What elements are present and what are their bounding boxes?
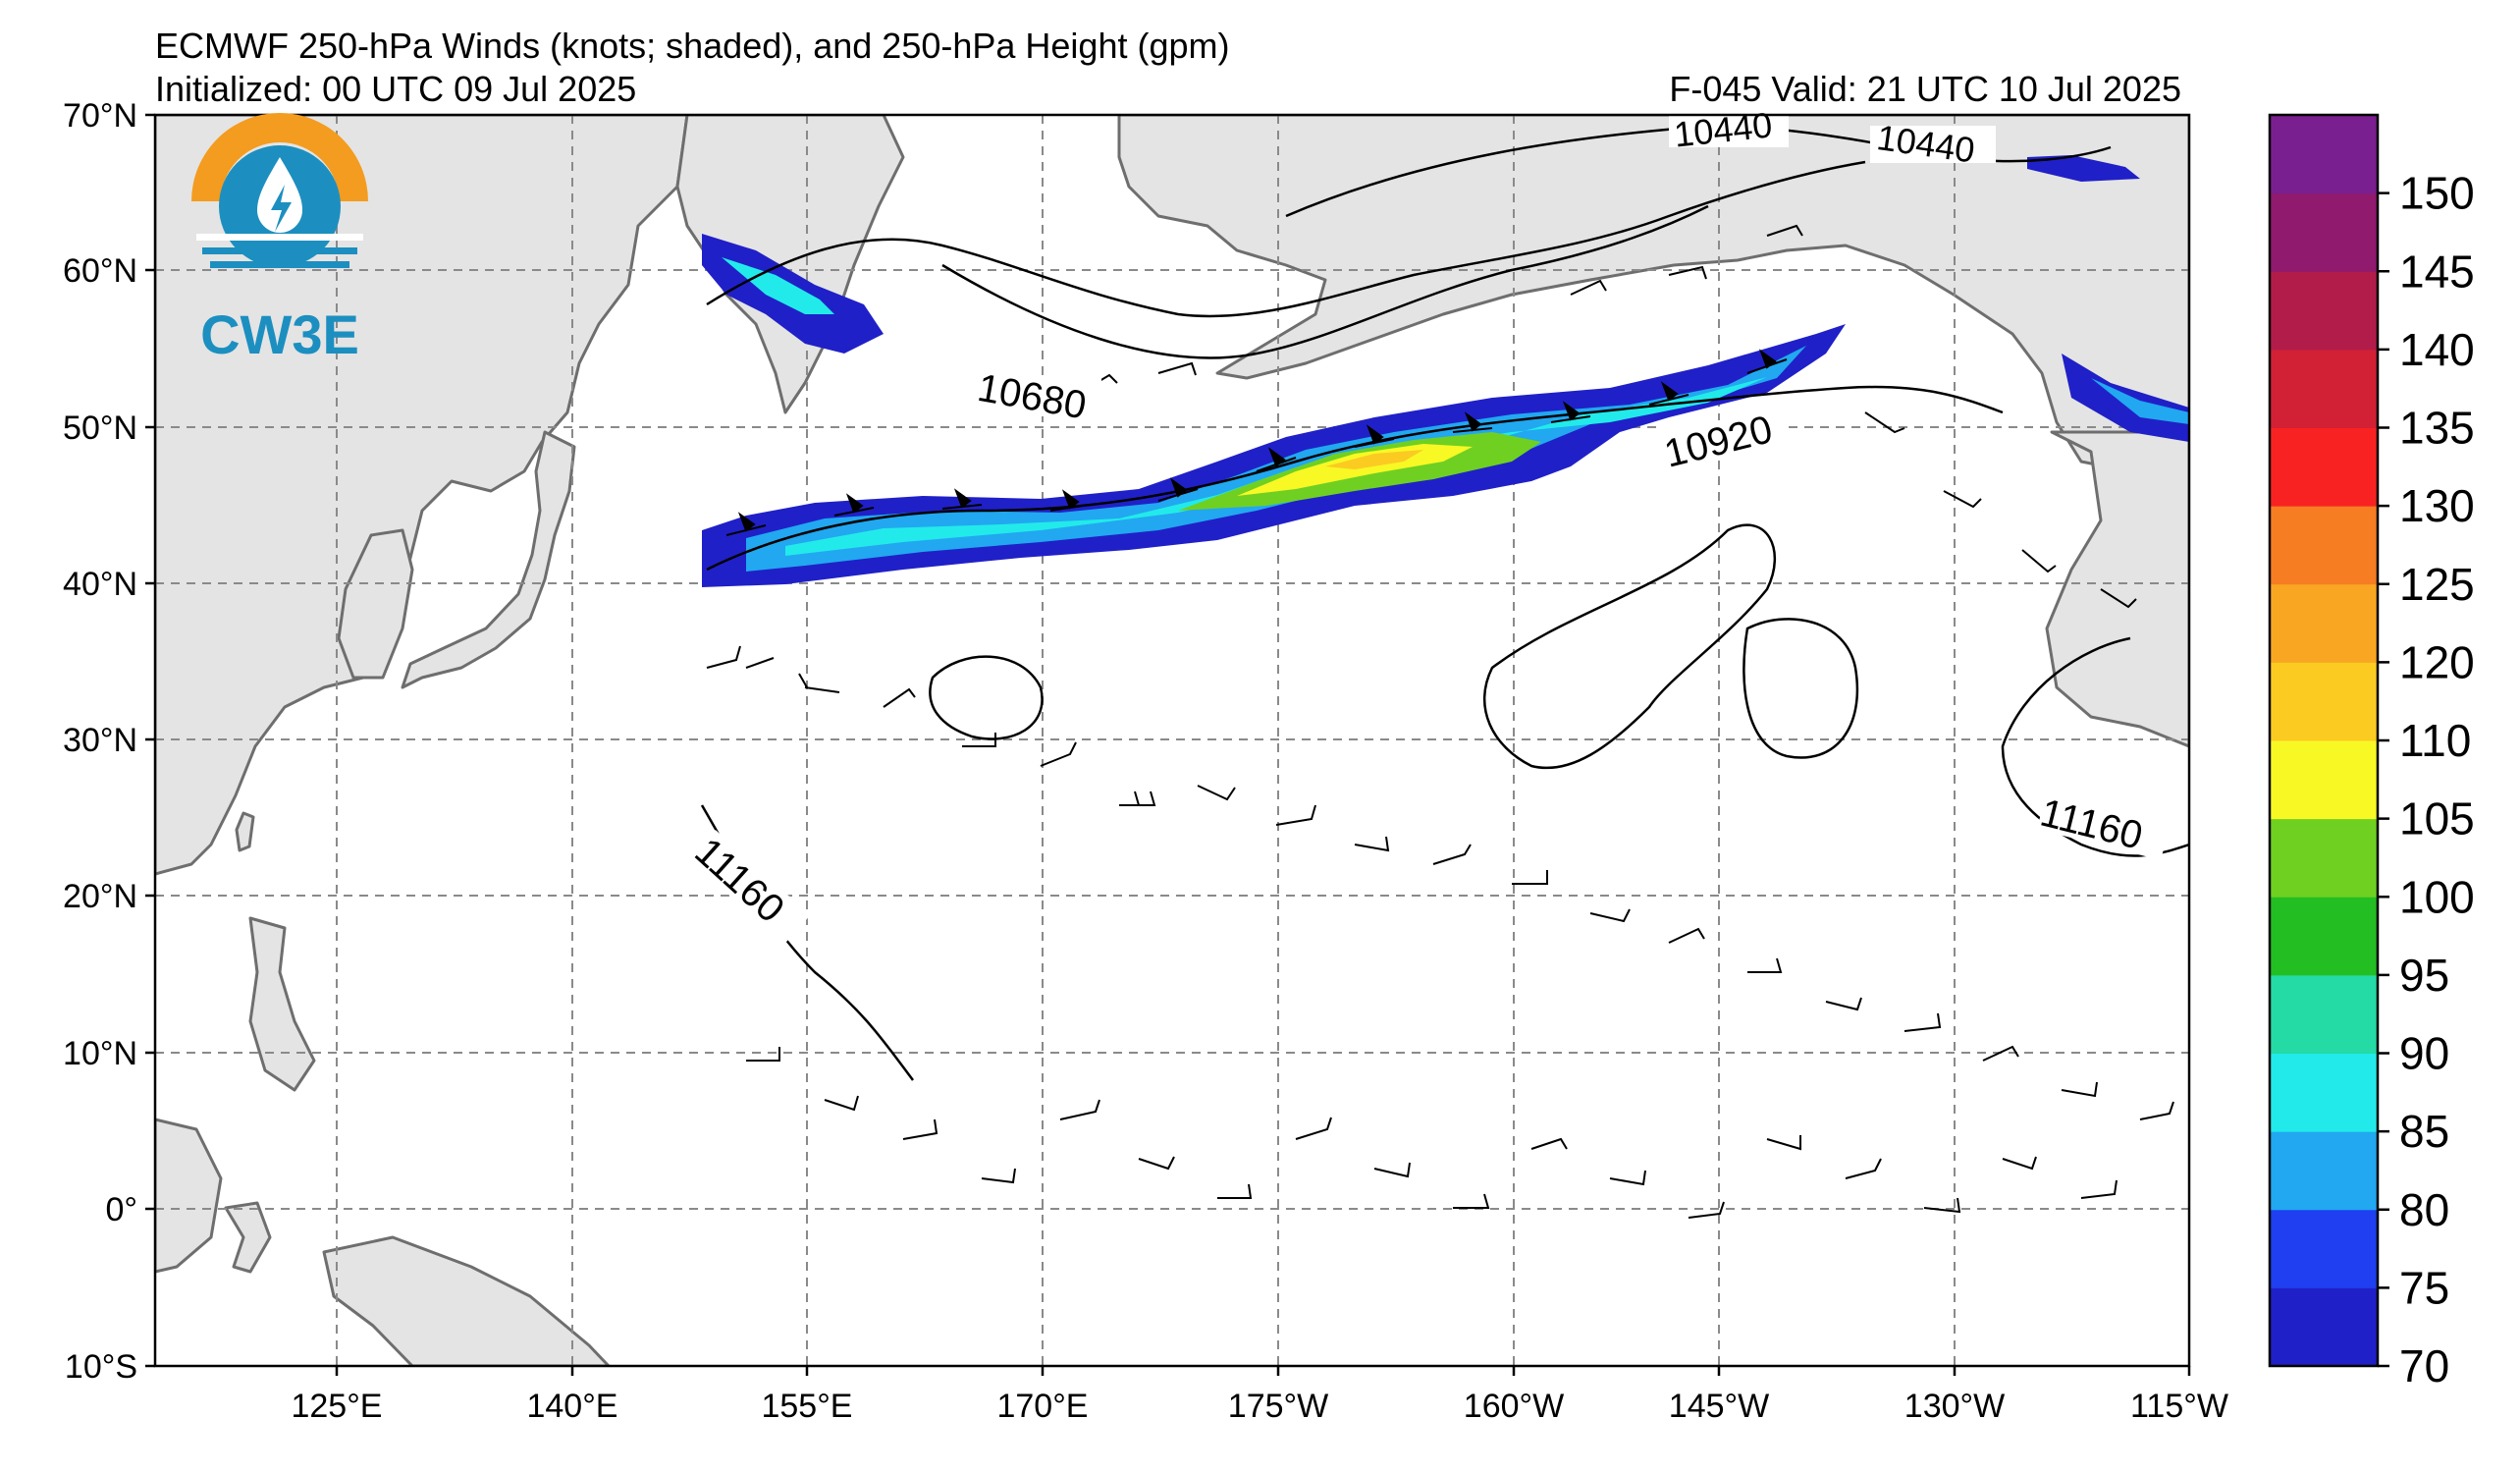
- lon-label: 140°E: [526, 1388, 617, 1425]
- lon-label: 170°E: [996, 1388, 1088, 1425]
- latitude-axis: [145, 113, 155, 1368]
- lat-label: 10°S: [65, 1348, 137, 1386]
- colorbar-segment: [2270, 662, 2378, 741]
- map-area: [155, 115, 2189, 1366]
- colorbar-label: 80: [2399, 1184, 2449, 1235]
- lat-label: 50°N: [63, 409, 137, 447]
- map-title: ECMWF 250-hPa Winds (knots; shaded), and…: [155, 26, 1230, 66]
- colorbar-label: 85: [2399, 1106, 2449, 1157]
- colorbar-segment: [2270, 271, 2378, 351]
- logo-text: CW3E: [200, 303, 359, 365]
- colorbar-label: 125: [2399, 559, 2475, 610]
- jet-core-105: [1237, 444, 1473, 496]
- colorbar-segment: [2270, 1209, 2378, 1288]
- jet-wind-barbs: [725, 349, 1788, 536]
- colorbar-label: 95: [2399, 950, 2449, 1001]
- lon-label: 115°W: [2130, 1388, 2228, 1425]
- contour-small-high: [929, 655, 1044, 740]
- lightning-icon: [271, 185, 292, 232]
- colorbar-segment: [2270, 818, 2378, 898]
- contour-anticyclone-1: [1482, 523, 1777, 770]
- latitude-labels: 70°N 60°N 50°N 40°N 30°N 20°N 10°N 0° 10…: [63, 97, 137, 1386]
- lon-label: 130°W: [1904, 1388, 2005, 1425]
- contour-10920: [706, 385, 2004, 572]
- contour-10680: [706, 160, 1866, 318]
- land-alaska: [1117, 115, 2189, 473]
- colorbar-segment: [2270, 897, 2378, 976]
- colorbar-label: 110: [2399, 715, 2471, 766]
- colorbar-segment: [2270, 740, 2378, 820]
- jet-pnw-core: [2091, 378, 2189, 424]
- lat-label: 0°: [105, 1191, 137, 1228]
- lon-label: 125°E: [291, 1388, 382, 1425]
- colorbar-segment: [2270, 115, 2378, 194]
- colorbar-label: 70: [2399, 1340, 2449, 1391]
- jet-alaska-core: [722, 257, 834, 314]
- lon-label: 160°W: [1464, 1388, 1564, 1425]
- colorbar-segment: [2270, 1287, 2378, 1367]
- colorbar-label: 140: [2399, 324, 2475, 375]
- logo-sun-arc: [191, 113, 368, 201]
- land-masses: [155, 115, 2189, 1366]
- lat-label: 10°N: [63, 1035, 137, 1072]
- colorbar-label: 135: [2399, 403, 2475, 454]
- lat-label: 70°N: [63, 97, 137, 135]
- colorbar-label: 130: [2399, 480, 2475, 531]
- lat-label: 20°N: [63, 878, 137, 915]
- longitude-axis: [335, 1366, 2191, 1376]
- colorbar-segment: [2270, 1131, 2378, 1211]
- land-new-guinea: [322, 1235, 611, 1366]
- lon-label: 155°E: [761, 1388, 852, 1425]
- valid-time: F-045 Valid: 21 UTC 10 Jul 2025: [1669, 69, 2181, 109]
- lon-label: 175°W: [1228, 1388, 1328, 1425]
- colorbar-segment: [2270, 349, 2378, 428]
- colorbar-segment: [2270, 192, 2378, 272]
- land-sulawesi: [224, 1201, 272, 1274]
- map-grid: [155, 115, 2189, 1366]
- land-north-america: [2045, 430, 2189, 748]
- land-kamchatka: [675, 115, 905, 414]
- colorbar-label: 120: [2399, 636, 2475, 687]
- colorbar-segment: [2270, 506, 2378, 585]
- contour-10680-loop: [941, 204, 1709, 359]
- contour-11160-east: [2001, 636, 2189, 857]
- colorbar-label: 100: [2399, 871, 2475, 922]
- colorbar-label: 90: [2399, 1028, 2449, 1079]
- colorbar: 70 75 80 85 90 95 100 105 110 120 125 130 135 140 145 1…: [2268, 113, 2475, 1391]
- land-borneo: [155, 1118, 223, 1274]
- lat-label: 40°N: [63, 566, 137, 603]
- cw3e-logo: CW3E: [191, 113, 368, 365]
- land-japan: [401, 430, 576, 689]
- colorbar-segment: [2270, 583, 2378, 663]
- colorbar-label: 150: [2399, 168, 2475, 219]
- colorbar-label: 75: [2399, 1262, 2449, 1313]
- jet-core-80: [746, 346, 1806, 572]
- colorbar-segment: [2270, 427, 2378, 507]
- land-korea: [337, 528, 414, 680]
- land-asia: [155, 115, 689, 876]
- colorbar-segment: [2270, 974, 2378, 1054]
- colorbar-segment: [2270, 1053, 2378, 1132]
- land-taiwan: [235, 811, 255, 852]
- colorbar-label: 145: [2399, 246, 2475, 297]
- longitude-labels: 125°E 140°E 155°E 170°E 175°W 160°W 145°…: [291, 1388, 2227, 1425]
- contour-anticyclone-2: [1743, 618, 1859, 759]
- colorbar-label: 105: [2399, 793, 2475, 845]
- land-philippines: [248, 916, 316, 1092]
- lon-label: 145°W: [1669, 1388, 1769, 1425]
- lat-label: 60°N: [63, 252, 137, 290]
- lat-label: 30°N: [63, 722, 137, 759]
- jet-core-110: [1325, 450, 1423, 469]
- jet-canada: [2027, 155, 2140, 182]
- jet-core-90: [785, 377, 1767, 556]
- initialized-time: Initialized: 00 UTC 09 Jul 2025: [155, 69, 637, 109]
